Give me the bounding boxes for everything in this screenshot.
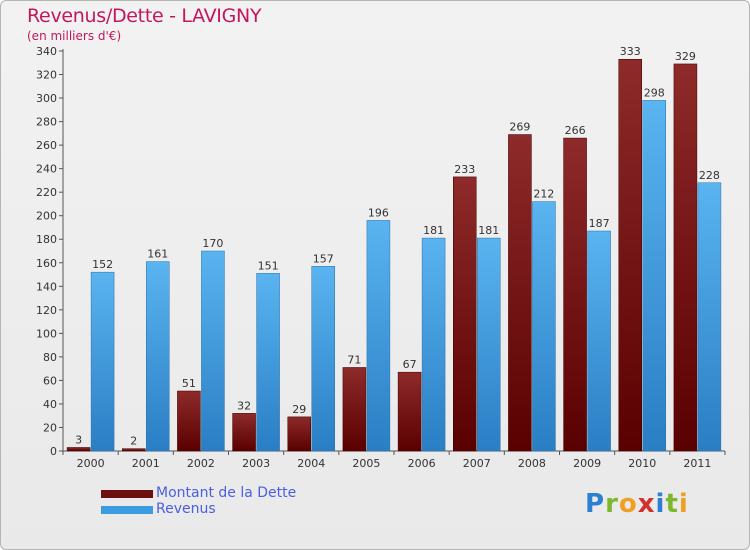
bar-revenus xyxy=(366,220,391,452)
y-tick-label: 300 xyxy=(36,92,57,105)
legend-label-dette: Montant de la Dette xyxy=(156,485,297,501)
bar-dette xyxy=(287,416,311,452)
x-tick-label: 2002 xyxy=(187,457,215,470)
bar-revenus xyxy=(201,250,225,452)
chart-title: Revenus/Dette - LAVIGNY xyxy=(27,5,262,27)
bar-revenus xyxy=(90,271,115,452)
bar-dette xyxy=(397,371,422,452)
bar-dette xyxy=(673,63,698,452)
bar-revenus-value-label: 170 xyxy=(202,237,223,250)
axis-layer: 0 20 40 60 80 100 120 140 160 180 200 220 240 260 280 3… xyxy=(36,45,726,470)
bar-revenus xyxy=(642,100,666,452)
bar-revenus-value-label: 228 xyxy=(699,169,720,182)
bar-revenus xyxy=(477,237,501,452)
bar-dette-value-label: 269 xyxy=(509,121,530,134)
y-tick-label: 220 xyxy=(36,186,57,199)
y-tick-label: 160 xyxy=(36,257,57,270)
bar-dette xyxy=(563,137,587,452)
x-tick-label: 2001 xyxy=(132,457,160,470)
bar-revenus xyxy=(697,182,722,452)
bar-dette xyxy=(66,447,91,452)
proxiti-logo: Proxiti xyxy=(585,489,689,519)
bar-dette-value-label: 329 xyxy=(675,50,696,63)
x-tick-label: 2003 xyxy=(242,457,270,470)
chart-subtitle: (en milliers d'€) xyxy=(27,29,122,43)
bar-dette-value-label: 266 xyxy=(565,124,586,137)
x-tick-label: 2010 xyxy=(628,457,656,470)
legend-swatch-revenus xyxy=(101,506,153,514)
bar-revenus xyxy=(532,201,556,452)
bar-revenus xyxy=(421,237,446,452)
bar-revenus-value-label: 151 xyxy=(258,259,279,272)
bar-revenus xyxy=(311,266,335,452)
bar-dette-value-label: 2 xyxy=(130,435,137,448)
bar-revenus-value-label: 181 xyxy=(423,224,444,237)
bar-dette xyxy=(122,448,146,452)
bar-revenus-value-label: 161 xyxy=(147,248,168,261)
x-tick-label: 2006 xyxy=(408,457,436,470)
bar-dette-value-label: 3 xyxy=(75,433,82,446)
bar-dette xyxy=(508,134,532,452)
bar-revenus xyxy=(587,230,611,452)
bar-dette-value-label: 233 xyxy=(454,163,475,176)
bar-revenus-value-label: 152 xyxy=(92,258,113,271)
bar-revenus-value-label: 157 xyxy=(313,252,334,265)
y-tick-label: 120 xyxy=(36,304,57,317)
y-tick-label: 60 xyxy=(43,374,57,387)
x-tick-label: 2008 xyxy=(518,457,546,470)
y-tick-label: 240 xyxy=(36,163,57,176)
bar-dette xyxy=(453,176,477,452)
bar-dette-value-label: 71 xyxy=(347,353,361,366)
y-tick-label: 320 xyxy=(36,69,57,82)
x-tick-label: 2000 xyxy=(77,457,105,470)
x-tick-label: 2005 xyxy=(352,457,380,470)
y-tick-label: 100 xyxy=(36,327,57,340)
bar-dette-value-label: 32 xyxy=(237,399,251,412)
legend-swatch-dette xyxy=(101,490,153,498)
x-tick-label: 2007 xyxy=(463,457,491,470)
x-tick-label: 2011 xyxy=(683,457,711,470)
y-tick-label: 40 xyxy=(43,398,57,411)
bar-revenus-value-label: 212 xyxy=(533,188,554,201)
bar-dette xyxy=(618,58,642,452)
bar-revenus-value-label: 196 xyxy=(368,206,389,219)
bars-layer xyxy=(66,58,722,452)
bar-revenus-value-label: 181 xyxy=(478,224,499,237)
y-tick-label: 200 xyxy=(36,210,57,223)
bar-dette-value-label: 51 xyxy=(182,377,196,390)
bar-revenus-value-label: 298 xyxy=(644,86,665,99)
bar-dette xyxy=(342,367,367,452)
bar-revenus-value-label: 187 xyxy=(589,217,610,230)
legend-label-revenus: Revenus xyxy=(156,501,216,517)
y-tick-label: 180 xyxy=(36,233,57,246)
y-tick-label: 280 xyxy=(36,116,57,129)
bar-dette xyxy=(232,413,256,452)
x-tick-label: 2009 xyxy=(573,457,601,470)
bar-dette xyxy=(177,390,201,452)
bar-dette-value-label: 333 xyxy=(620,45,641,58)
x-tick-label: 2004 xyxy=(297,457,325,470)
bar-revenus xyxy=(146,261,170,452)
y-tick-label: 80 xyxy=(43,351,57,364)
y-tick-label: 140 xyxy=(36,280,57,293)
y-tick-label: 260 xyxy=(36,139,57,152)
bar-revenus xyxy=(256,273,280,452)
bar-dette-value-label: 67 xyxy=(403,358,417,371)
y-tick-label: 340 xyxy=(36,45,57,58)
bar-dette-value-label: 29 xyxy=(292,403,306,416)
y-tick-label: 0 xyxy=(50,445,57,458)
y-tick-label: 20 xyxy=(43,421,57,434)
